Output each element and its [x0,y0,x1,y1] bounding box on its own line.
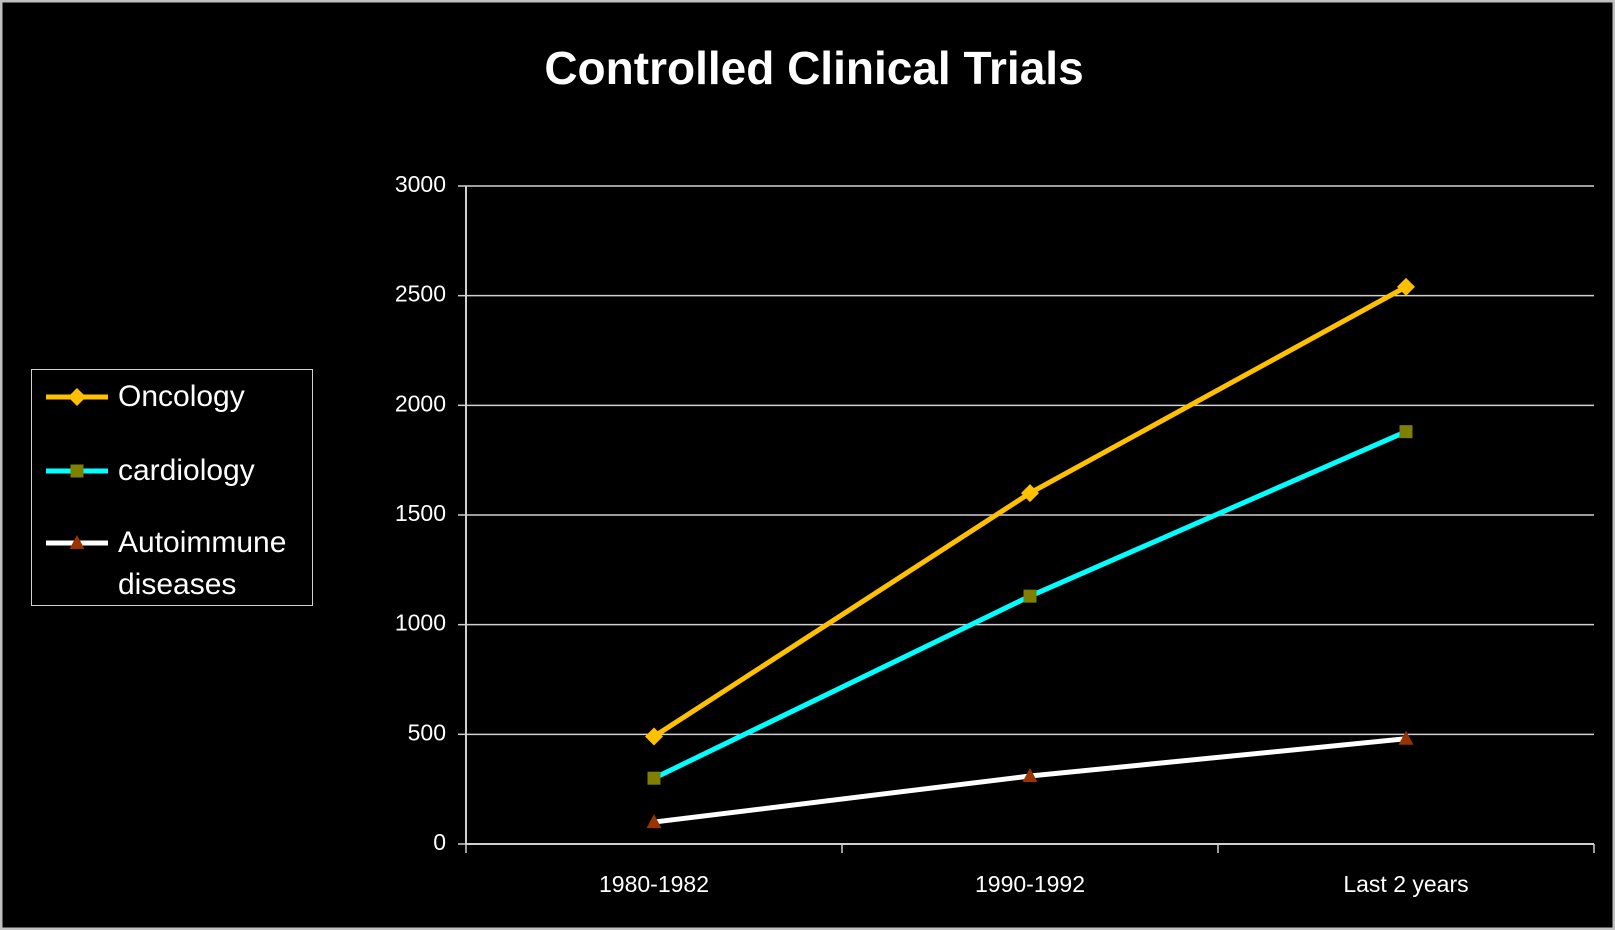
legend-swatch [46,388,108,406]
legend-swatch [46,464,108,478]
marker [68,388,86,406]
marker [1023,589,1037,603]
legend-label: cardiology [118,454,255,487]
legend-label: Oncology [118,380,245,413]
y-tick-label: 2500 [395,281,446,307]
y-tick-label: 1500 [395,500,446,526]
y-tick-label: 1000 [395,610,446,636]
marker [1398,730,1414,745]
marker [1022,768,1038,783]
chart-title: Controlled Clinical Trials [544,42,1083,94]
x-tick-label: 1980-1982 [599,871,709,897]
x-tick-label: 1990-1992 [975,871,1085,897]
y-tick-label: 2000 [395,390,446,416]
marker [1021,484,1039,503]
marker [646,814,662,829]
y-tick-label: 0 [433,829,446,855]
x-tick-label: Last 2 years [1343,871,1468,897]
legend-label: Autoimmune diseases [118,526,287,601]
y-tick-label: 500 [408,719,446,745]
legend: Oncology cardiology Autoimmune diseases [31,369,313,606]
legend-swatch [46,535,108,549]
marker [70,464,84,478]
marker [1397,277,1415,296]
y-tick-label: 3000 [395,171,446,197]
marker [1399,425,1413,439]
marker [645,727,663,746]
marker [69,535,85,549]
marker [647,771,661,785]
